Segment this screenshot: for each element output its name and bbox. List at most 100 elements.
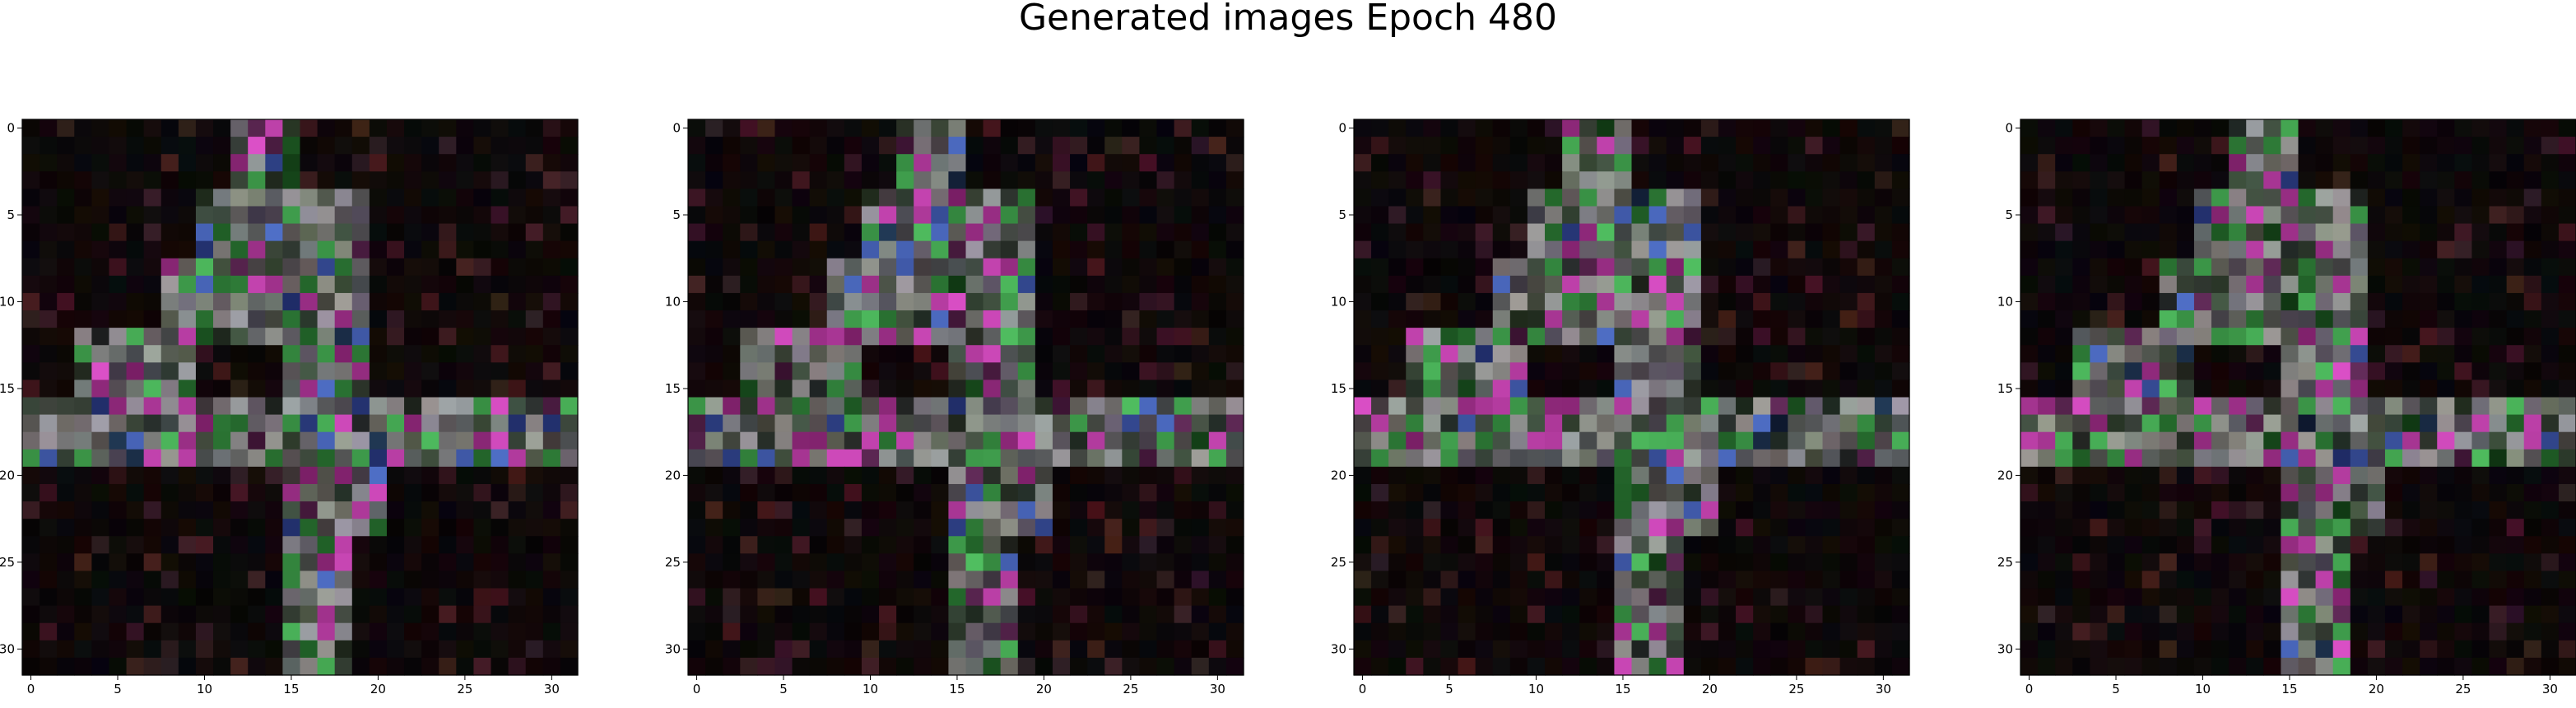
pixel-cell [248,640,266,659]
pixel-cell [2420,119,2438,137]
pixel-cell [525,605,544,624]
pixel-cell [421,519,439,537]
pixel-cell [914,640,932,659]
pixel-cell [404,622,422,641]
pixel-cell [282,640,301,659]
pixel-cell [2263,657,2281,676]
pixel-cell [2332,223,2351,242]
pixel-cell [1805,189,1824,207]
pixel-cell [1736,310,1754,328]
pixel-cell [1225,553,1244,572]
pixel-cell [126,501,145,519]
pixel-cell [861,553,880,572]
pixel-cell [1839,328,1858,346]
pixel-cell [1822,519,1841,537]
pixel-cell [1562,622,1580,641]
pixel-cell [1191,310,1210,328]
pixel-cell [560,292,579,311]
pixel-cell [861,258,880,277]
pixel-cell [2523,275,2542,294]
pixel-cell [879,640,897,659]
pixel-cell [774,501,793,519]
pixel-cell [879,189,897,207]
pixel-cell [1736,119,1754,137]
pixel-cell [1458,519,1476,537]
pixel-cell [844,292,863,311]
pixel-cell [1371,519,1389,537]
pixel-cell [2038,292,2056,311]
pixel-cell [491,483,509,502]
pixel-cell [178,483,197,502]
pixel-cell [508,536,527,554]
pixel-cell [369,345,388,363]
pixel-cell [740,275,758,294]
pixel-cell [1631,275,1650,294]
pixel-cell [2020,605,2039,624]
pixel-cell [508,223,527,242]
pixel-cell [1087,137,1105,155]
pixel-cell [896,414,914,433]
pixel-cell [1354,397,1372,416]
pixel-cell [705,189,723,207]
pixel-cell [2384,588,2403,607]
pixel-cell [1683,328,1702,346]
pixel-cell [2229,345,2247,363]
pixel-cell [213,397,231,416]
pixel-cell [1736,206,1754,225]
pixel-cell [826,640,845,659]
pixel-cell [1406,588,1424,607]
pixel-cell [1458,483,1476,502]
pixel-cell [1458,362,1476,380]
pixel-cell [2332,137,2351,155]
pixel-cell [1857,154,1876,172]
pixel-cell [2454,519,2473,537]
pixel-cell [792,466,811,485]
pixel-cell [1614,258,1633,277]
pixel-cell [983,657,1002,676]
pixel-cell [74,640,92,659]
pixel-cell [282,206,301,225]
pixel-cell [386,154,405,172]
pixel-cell [473,588,492,607]
pixel-cell [740,449,758,468]
pixel-cell [2281,292,2299,311]
pixel-cell [1388,571,1407,589]
pixel-cell [2350,501,2369,519]
pixel-cell [1475,328,1494,346]
pixel-cell [230,206,249,225]
pixel-cell [1527,519,1546,537]
pixel-cell [1191,119,1210,137]
pixel-cell [1225,431,1244,450]
pixel-cell [809,622,828,641]
pixel-cell [109,571,128,589]
pixel-cell [230,189,249,207]
pixel-cell [2159,519,2178,537]
pixel-cell [178,431,197,450]
pixel-cell [248,292,266,311]
pixel-cell [2541,483,2560,502]
pixel-cell [1839,119,1858,137]
image-cells [1354,119,1910,676]
pixel-cell [195,240,214,259]
pixel-cell [2229,223,2247,242]
pixel-cell [282,431,301,450]
pixel-cell [2263,240,2281,259]
pixel-cell [2211,275,2230,294]
pixel-cell [1423,483,1442,502]
pixel-cell [2124,519,2143,537]
pixel-cell [2489,622,2508,641]
pixel-cell [317,380,336,398]
pixel-cell [705,380,723,398]
pixel-cell [213,588,231,607]
pixel-cell [723,258,741,277]
pixel-cell [282,258,301,277]
pixel-cell [1406,536,1424,554]
y-tick-label: 25 [1331,555,1346,570]
pixel-cell [931,362,949,380]
pixel-cell [1388,466,1407,485]
pixel-cell [1857,588,1876,607]
pixel-cell [2454,345,2473,363]
pixel-cell [1857,380,1876,398]
pixel-cell [57,362,75,380]
pixel-cell [1857,397,1876,416]
